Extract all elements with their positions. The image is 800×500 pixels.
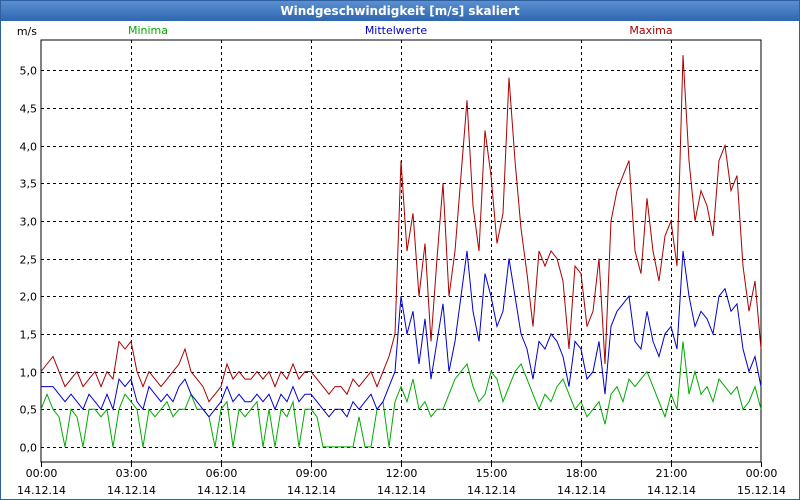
legend-minima: Minima (128, 24, 168, 37)
x-tick-date: 14.12.14 (197, 484, 246, 497)
x-tick-time: 06:00 (206, 467, 238, 480)
x-tick-time: 15:00 (476, 467, 508, 480)
x-tick-date: 14.12.14 (647, 484, 696, 497)
series-line-maxima (40, 55, 762, 403)
x-tick-date: 14.12.14 (287, 484, 336, 497)
legend-mittelwerte: Mittelwerte (365, 24, 428, 37)
x-tick-time: 21:00 (656, 467, 688, 480)
wind-speed-chart: 0,0 0,5 1,0 1,5 2,0 2,5 3,0 3,5 4,0 4,5 5,0 m/s 00:0… (17, 24, 786, 497)
x-tick-time: 12:00 (386, 467, 418, 480)
y-tick-label: 2,5 (20, 254, 38, 267)
x-tick-time: 18:00 (566, 467, 598, 480)
x-tick-date: 14.12.14 (377, 484, 426, 497)
x-tick-date: 14.12.14 (17, 484, 66, 497)
y-tick-label: 0,5 (20, 404, 38, 417)
y-tick-label: 3,5 (20, 178, 38, 191)
y-tick-label: 4,5 (20, 103, 38, 116)
x-tick-date: 15.12.14 (737, 484, 786, 497)
series-line-minima (40, 341, 762, 448)
series-line-mittelwerte (41, 250, 762, 418)
x-tick-time: 09:00 (296, 467, 328, 480)
x-tick-date: 14.12.14 (467, 484, 516, 497)
legend-maxima: Maxima (629, 24, 672, 37)
window-title: Windgeschwindigkeit [m/s] skaliert (1, 1, 799, 21)
x-tick-date: 14.12.14 (107, 484, 156, 497)
y-tick-label: 1,0 (20, 367, 38, 380)
y-tick-label: 2,0 (20, 291, 38, 304)
y-tick-label: 0,0 (20, 442, 38, 455)
y-tick-label: 3,0 (20, 216, 38, 229)
x-tick-date: 14.12.14 (557, 484, 606, 497)
x-tick-time: 00:00 (26, 467, 58, 480)
x-tick-time: 03:00 (116, 467, 148, 480)
y-tick-label: 1,5 (20, 329, 38, 342)
y-tick-label: 4,0 (20, 141, 38, 154)
x-tick-time: 00:00 (746, 467, 778, 480)
y-axis-label: m/s (17, 25, 37, 38)
y-tick-label: 5,0 (20, 65, 38, 78)
